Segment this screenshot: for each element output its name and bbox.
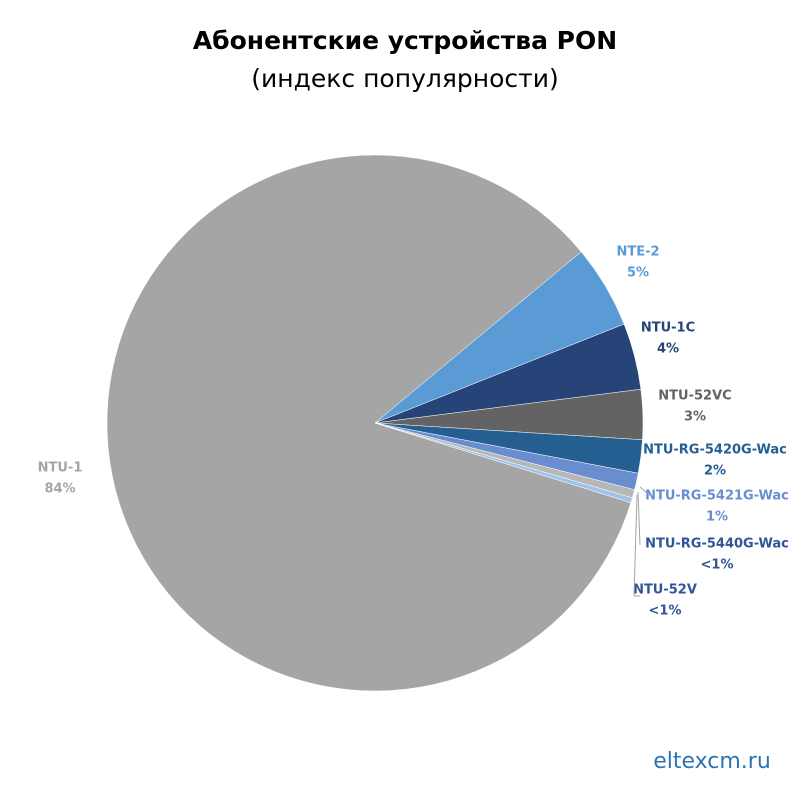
- slice-value: 2%: [704, 464, 726, 479]
- pie-slice: [106, 154, 632, 692]
- slice-value: 1%: [706, 510, 728, 525]
- slice-value: 5%: [627, 266, 649, 281]
- slice-value: <1%: [701, 558, 734, 573]
- slice-name: NTU-52VC: [658, 389, 731, 404]
- slice-name: NTU-RG-5440G-Wac: [645, 537, 789, 552]
- slice-name: NTU-RG-5420G-Wac: [643, 443, 787, 458]
- slice-name: NTU-1C: [641, 321, 695, 336]
- leaders: [633, 486, 653, 597]
- chart-subtitle: (индекс популярности): [251, 64, 558, 93]
- slice-value: 84%: [44, 482, 75, 497]
- slice-name: NTU-RG-5421G-Wac: [645, 489, 789, 504]
- slice-name: NTU-1: [38, 461, 83, 476]
- slice-value: 3%: [684, 410, 706, 425]
- pie-slice: [374, 422, 633, 504]
- chart-title: Абонентские устройства PON: [193, 26, 617, 55]
- slice-name: NTE-2: [616, 245, 659, 260]
- source: eltexcm.ru: [653, 749, 771, 774]
- slice-name: NTU-52V: [633, 583, 697, 598]
- slice-value: <1%: [649, 604, 682, 619]
- slice-value: 4%: [657, 342, 679, 357]
